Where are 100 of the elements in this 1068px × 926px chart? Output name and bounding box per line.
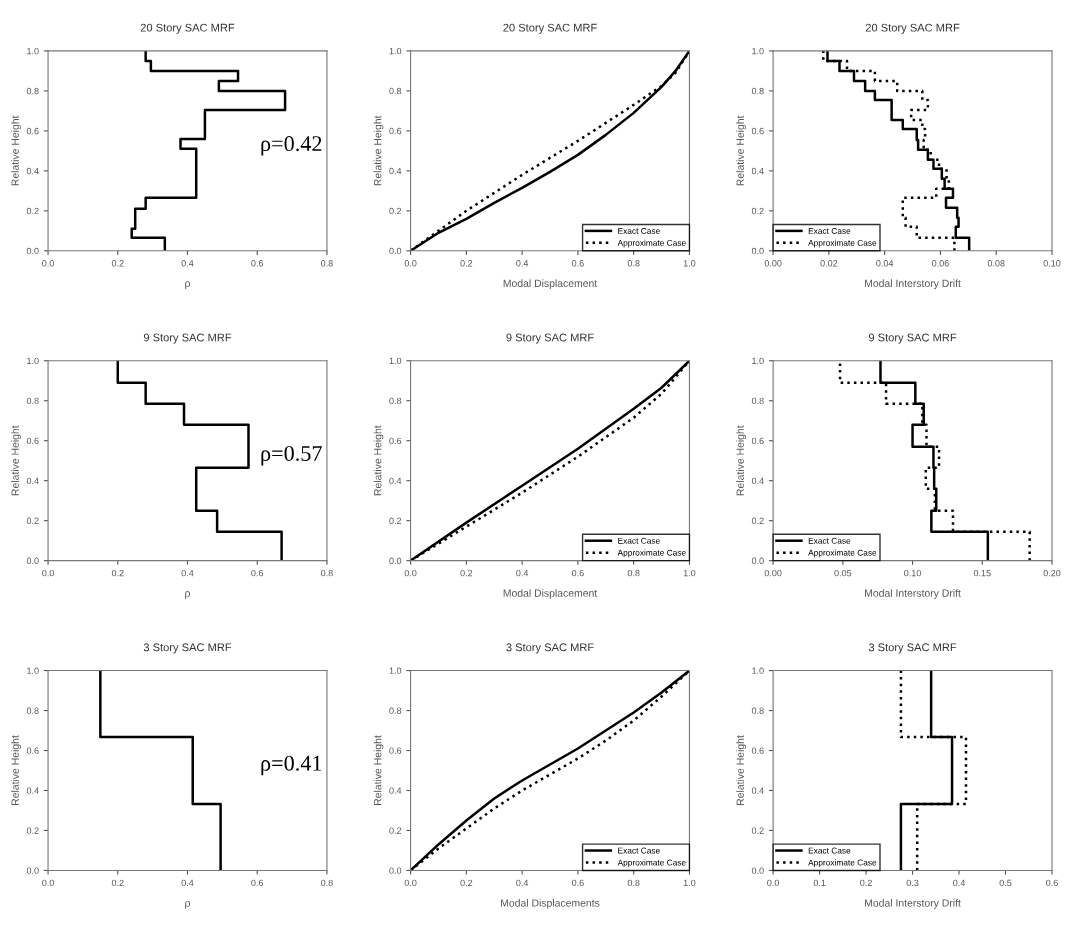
x-tick-label: 0.8 — [321, 260, 333, 267]
x-tick-label: 0.10 — [1043, 260, 1061, 267]
y-axis-title: Relative Height — [736, 425, 746, 496]
y-tick-label: 0.2 — [751, 517, 764, 525]
y-tick-label: 1.0 — [389, 667, 402, 674]
x-tick-label: 0.2 — [460, 569, 473, 577]
y-tick-label: 0.0 — [751, 557, 764, 564]
x-tick-label: 1.0 — [683, 569, 696, 577]
legend-label: Exact Case — [808, 847, 851, 854]
legend-label: Approximate Case — [808, 239, 877, 248]
x-tick-label: 0.0 — [42, 260, 54, 267]
x-tick-label: 0.2 — [860, 879, 872, 887]
x-tick-label: 0.3 — [906, 879, 919, 887]
legend-label: Exact Case — [808, 537, 851, 544]
x-tick-label: 0.15 — [973, 569, 991, 577]
x-tick-label: 0.6 — [571, 260, 584, 267]
line-series — [99, 670, 222, 871]
y-axis-title: Relative Height — [736, 115, 746, 186]
y-tick-label: 0.0 — [26, 557, 39, 564]
x-tick-label: 0.8 — [627, 260, 640, 267]
x-axis-title: Modal Interstory Drift — [865, 898, 961, 909]
x-tick-label: 0.4 — [953, 879, 966, 887]
y-tick-label: 1.0 — [27, 357, 39, 365]
y-tick-label: 0.0 — [751, 247, 764, 255]
y-tick-label: 0.8 — [751, 397, 764, 405]
x-tick-label: 0.6 — [251, 260, 264, 267]
y-tick-label: 0.8 — [751, 87, 764, 95]
y-tick-label: 0.0 — [26, 247, 39, 255]
x-tick-label: 0.02 — [820, 260, 838, 267]
x-tick-label: 0.2 — [460, 879, 473, 887]
y-axis-title: Relative Height — [373, 115, 384, 186]
legend-label: Approximate Case — [808, 859, 877, 868]
x-axis-title: Modal Displacement — [503, 279, 598, 290]
y-tick-label: 0.4 — [389, 787, 402, 794]
y-tick-label: 0.2 — [26, 827, 39, 834]
x-tick-label: 0.6 — [571, 569, 584, 577]
y-tick-label: 0.6 — [26, 747, 39, 754]
legend-label: Approximate Case — [617, 549, 686, 558]
y-tick-label: 0.8 — [26, 87, 39, 95]
x-tick-label: 0.8 — [627, 569, 640, 577]
y-axis-title: Relative Height — [373, 735, 384, 805]
x-tick-label: 0.2 — [460, 260, 473, 267]
x-tick-label: 0.4 — [181, 879, 194, 887]
x-axis-title: ρ — [185, 281, 191, 290]
x-tick-label: 0.05 — [834, 569, 852, 577]
x-tick-label: 0.6 — [571, 879, 584, 887]
x-axis-title: ρ — [185, 591, 191, 599]
y-tick-label: 0.6 — [389, 747, 402, 754]
x-tick-label: 0.4 — [181, 260, 194, 267]
y-tick-label: 0.4 — [26, 167, 39, 175]
y-tick-label: 0.6 — [26, 437, 39, 445]
chart-title: 3 Story SAC MRF — [506, 643, 594, 654]
chart-title: 20 Story SAC MRF — [140, 23, 235, 34]
y-tick-label: 1.0 — [389, 357, 402, 365]
y-axis-title: Relative Height — [11, 735, 21, 805]
y-tick-label: 0.6 — [751, 127, 764, 135]
y-tick-label: 1.0 — [752, 667, 764, 674]
legend-label: Exact Case — [618, 537, 660, 544]
annotation: ρ=0.57 — [261, 445, 322, 466]
x-tick-label: 1.0 — [683, 260, 696, 267]
legend-label: Exact Case — [618, 847, 660, 854]
y-tick-label: 0.6 — [751, 437, 764, 445]
x-axis-title: ρ — [185, 900, 191, 909]
y-tick-label: 1.0 — [27, 667, 39, 674]
y-axis-title: Relative Height — [373, 425, 384, 496]
x-tick-label: 0.6 — [251, 569, 264, 577]
chart-title: 3 Story SAC MRF — [868, 643, 957, 654]
x-axis-title: Modal Displacement — [503, 589, 598, 599]
legend-label: Exact Case — [618, 227, 660, 234]
y-tick-label: 0.4 — [26, 787, 39, 794]
y-tick-label: 1.0 — [389, 47, 402, 55]
y-axis-title: Relative Height — [736, 735, 746, 805]
x-tick-label: 0.04 — [876, 260, 894, 267]
y-tick-label: 0.6 — [26, 127, 39, 135]
x-tick-label: 0.4 — [516, 879, 529, 887]
y-tick-label: 0.4 — [26, 477, 39, 485]
y-axis-title: Relative Height — [11, 115, 21, 186]
x-tick-label: 0.0 — [42, 569, 54, 577]
line-series — [899, 670, 968, 871]
x-tick-label: 0.6 — [251, 879, 264, 887]
y-tick-label: 0.2 — [26, 517, 39, 525]
y-tick-label: 0.2 — [751, 207, 764, 215]
x-tick-label: 0.8 — [627, 879, 640, 887]
y-tick-label: 1.0 — [27, 47, 39, 55]
x-tick-label: 0.6 — [1046, 879, 1058, 887]
y-tick-label: 0.2 — [389, 827, 402, 834]
x-tick-label: 0.0 — [404, 569, 417, 577]
x-tick-label: 0.0 — [42, 879, 54, 887]
x-tick-label: 0.0 — [767, 879, 780, 887]
x-tick-label: 0.06 — [932, 260, 949, 267]
y-tick-label: 0.0 — [751, 867, 764, 874]
y-tick-label: 0.0 — [389, 557, 402, 564]
chart-title: 9 Story SAC MRF — [868, 333, 957, 344]
y-tick-label: 0.2 — [389, 517, 402, 525]
x-tick-label: 0.4 — [516, 260, 529, 267]
chart-title: 9 Story SAC MRF — [143, 333, 232, 344]
y-tick-label: 0.2 — [26, 207, 39, 215]
y-tick-label: 0.4 — [389, 167, 402, 175]
x-axis-title: Modal Interstory Drift — [865, 279, 961, 290]
x-tick-label: 0.00 — [764, 260, 782, 267]
